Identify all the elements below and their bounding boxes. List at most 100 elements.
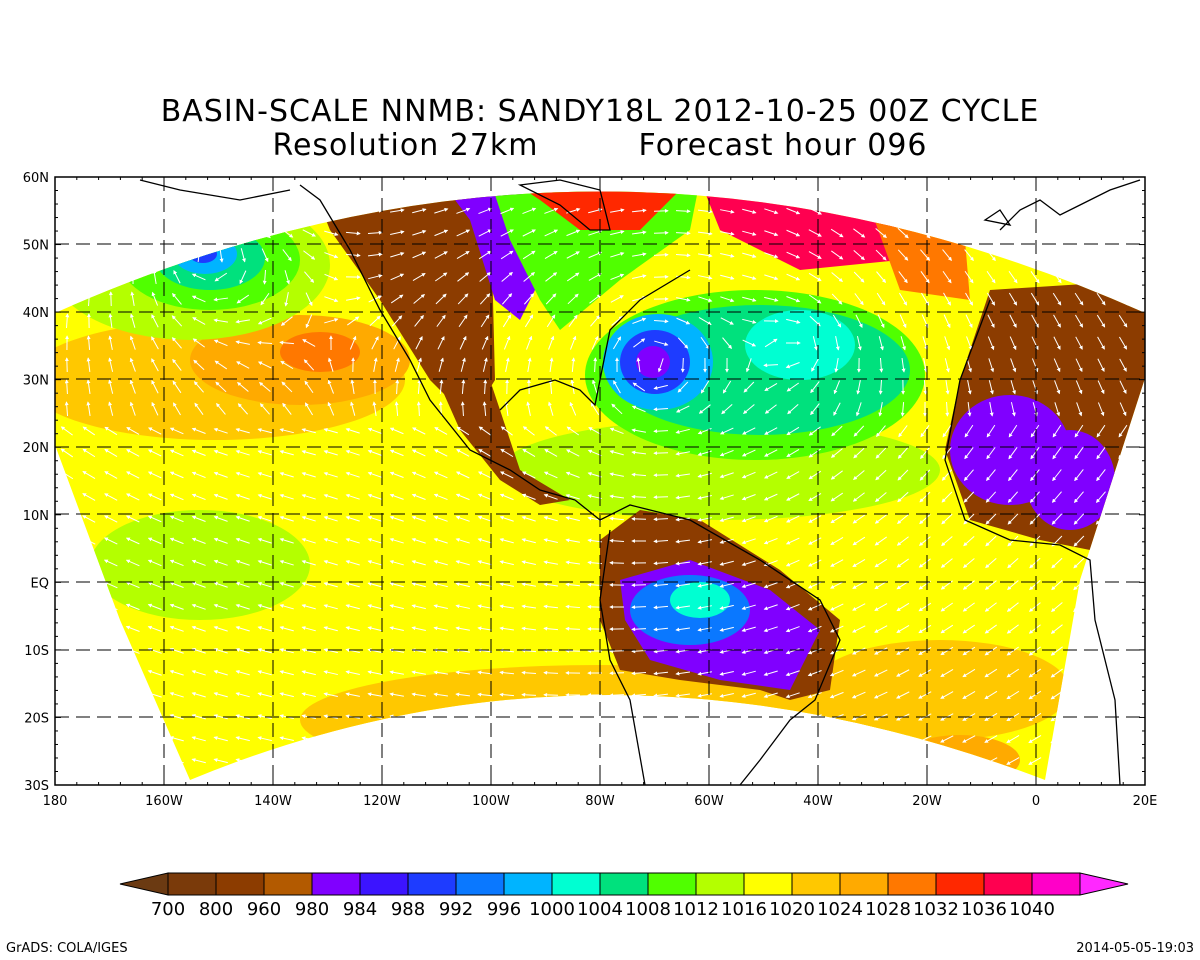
- wind-arrow: [697, 472, 712, 478]
- wind-arrow: [675, 759, 690, 764]
- wind-arrow: [521, 493, 536, 500]
- wind-arrow: [786, 493, 800, 501]
- wind-arrow: [1072, 734, 1086, 744]
- wind-arrow: [304, 271, 315, 283]
- wind-arrow: [565, 648, 581, 653]
- wind-arrow: [1096, 424, 1106, 438]
- wind-arrow: [192, 317, 206, 325]
- wind-arrow: [347, 316, 360, 326]
- wind-arrow: [477, 670, 493, 675]
- wind-arrow: [192, 208, 207, 214]
- wind-arrow: [1117, 205, 1129, 217]
- wind-arrow: [919, 227, 931, 239]
- wind-arrow: [785, 603, 800, 611]
- wind-arrow: [675, 693, 690, 698]
- wind-arrow: [416, 357, 422, 372]
- wind-arrow: [1074, 314, 1084, 328]
- wind-arrow: [853, 425, 865, 437]
- wind-arrow: [389, 758, 405, 763]
- wind-arrow: [1119, 402, 1127, 417]
- wind-arrow: [786, 448, 800, 458]
- wind-arrow: [301, 515, 316, 522]
- wind-arrow: [963, 184, 975, 195]
- wind-arrow: [479, 272, 491, 282]
- wind-arrow: [1095, 602, 1107, 613]
- wind-arrow: [1117, 535, 1129, 547]
- wind-arrow: [367, 515, 382, 522]
- wind-arrow: [1116, 690, 1129, 700]
- wind-arrow: [417, 379, 422, 395]
- wind-arrow: [173, 402, 181, 416]
- wind-arrow: [240, 248, 246, 263]
- wind-arrow: [129, 379, 136, 394]
- colorbar-swatch: [647, 872, 697, 896]
- wind-arrow: [169, 559, 184, 567]
- lat-label: 50N: [23, 239, 49, 254]
- wind-arrow: [284, 292, 289, 307]
- wind-arrow: [963, 491, 975, 503]
- wind-arrow: [833, 402, 841, 416]
- wind-arrow: [786, 273, 801, 281]
- wind-arrow: [411, 736, 427, 741]
- wind-arrow: [301, 559, 316, 566]
- wind-arrow: [1052, 292, 1062, 306]
- wind-arrow: [235, 537, 250, 544]
- wind-arrow: [697, 209, 713, 214]
- wind-arrow: [433, 560, 448, 566]
- wind-arrow: [1050, 624, 1063, 634]
- wind-arrow: [1053, 314, 1061, 328]
- wind-arrow: [301, 692, 316, 698]
- wind-arrow: [367, 186, 383, 191]
- wind-arrow: [257, 340, 273, 345]
- wind-arrow: [103, 625, 118, 633]
- wind-arrow: [369, 315, 381, 327]
- wind-arrow: [895, 735, 910, 743]
- wind-arrow: [279, 428, 294, 434]
- wind-arrow: [103, 691, 118, 698]
- wind-arrow: [939, 757, 954, 765]
- wind-arrow: [62, 204, 72, 218]
- wind-arrow: [213, 297, 229, 302]
- wind-arrow: [125, 603, 140, 611]
- wind-arrow: [764, 404, 777, 414]
- wind-arrow: [895, 757, 910, 765]
- wind-arrow: [856, 336, 862, 351]
- wind-arrow: [785, 670, 800, 677]
- wind-arrow: [1051, 491, 1062, 503]
- wind-arrow: [940, 646, 954, 656]
- wind-arrow: [1074, 469, 1084, 482]
- wind-arrow: [323, 187, 339, 192]
- wind-arrow: [636, 357, 641, 373]
- wind-arrow: [680, 357, 685, 373]
- wind-arrow: [279, 559, 294, 566]
- wind-arrow: [1007, 513, 1019, 525]
- wind-arrow: [896, 536, 909, 546]
- wind-arrow: [60, 559, 74, 567]
- wind-arrow: [86, 335, 91, 351]
- wind-arrow: [1118, 469, 1128, 482]
- wind-arrow: [984, 602, 997, 612]
- wind-arrow: [394, 401, 399, 417]
- wind-arrow: [129, 335, 136, 350]
- wind-arrow: [323, 537, 338, 544]
- wind-arrow: [323, 604, 338, 610]
- wind-arrow: [169, 537, 184, 545]
- wind-arrow: [742, 208, 757, 214]
- wind-arrow: [1094, 646, 1107, 656]
- wind-arrow: [455, 736, 471, 741]
- colorbar: [119, 872, 1129, 896]
- wind-arrow: [191, 692, 206, 698]
- wind-arrow: [544, 207, 559, 214]
- wind-arrow: [697, 759, 712, 764]
- wind-arrow: [522, 229, 536, 237]
- wind-arrow: [785, 537, 800, 545]
- wind-arrow: [808, 294, 822, 304]
- wind-arrow: [878, 336, 884, 351]
- wind-arrow: [522, 207, 537, 215]
- wind-arrow: [653, 759, 669, 764]
- wind-arrow: [807, 692, 822, 699]
- wind-arrow: [125, 559, 140, 567]
- wind-arrow: [874, 558, 888, 568]
- wind-arrow: [764, 427, 778, 435]
- wind-arrow: [545, 293, 557, 305]
